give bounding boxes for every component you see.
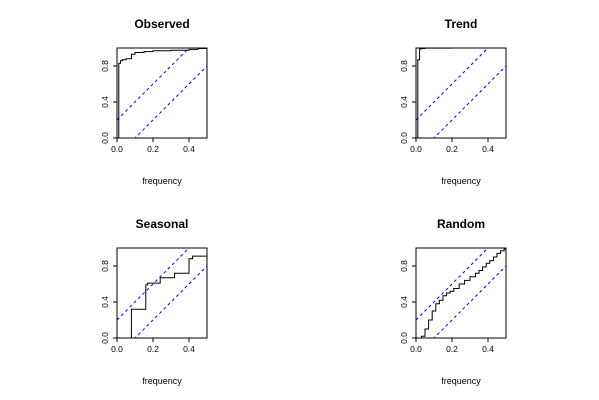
confidence-band-line xyxy=(416,48,489,121)
confidence-band-line xyxy=(117,248,190,321)
x-tick-label: 0.4 xyxy=(482,344,494,354)
panel-observed: Observed frequency 0.0 0.2 0.4 0.0 0.4 0.8 xyxy=(100,17,208,186)
x-tick-label: 0.4 xyxy=(183,144,195,154)
x-tick-label: 0.2 xyxy=(446,344,458,354)
x-axis-label: frequency xyxy=(142,176,182,186)
cumulative-periodogram-line xyxy=(117,255,207,338)
cumulative-periodogram-line xyxy=(416,248,506,338)
cumulative-periodogram-line xyxy=(416,48,506,138)
x-tick-label: 0.0 xyxy=(111,144,123,154)
panel-random: Random frequency 0.0 0.2 0.4 0.0 0.4 0.8 xyxy=(399,217,507,386)
x-axis-label: frequency xyxy=(142,376,182,386)
y-tick-label: 0.8 xyxy=(399,60,409,72)
y-tick-label: 0.0 xyxy=(399,132,409,144)
cumulative-periodogram-line xyxy=(117,48,207,138)
confidence-band-line xyxy=(433,265,506,338)
x-tick-label: 0.0 xyxy=(410,144,422,154)
x-tick-label: 0.0 xyxy=(111,344,123,354)
y-tick-label: 0.4 xyxy=(399,296,409,308)
y-tick-label: 0.8 xyxy=(100,260,110,272)
y-tick-label: 0.0 xyxy=(100,332,110,344)
x-tick-label: 0.2 xyxy=(147,344,159,354)
y-tick-label: 0.4 xyxy=(100,296,110,308)
plot-frame xyxy=(116,247,208,339)
y-tick-label: 0.8 xyxy=(100,60,110,72)
confidence-band-line xyxy=(134,65,207,138)
y-tick-label: 0.0 xyxy=(399,332,409,344)
x-axis-label: frequency xyxy=(441,176,481,186)
x-tick-label: 0.0 xyxy=(410,344,422,354)
panel-trend: Trend frequency 0.0 0.2 0.4 0.0 0.4 0.8 xyxy=(399,17,507,186)
panel-title: Random xyxy=(437,217,485,231)
y-tick-label: 0.4 xyxy=(100,96,110,108)
confidence-band-line xyxy=(433,65,506,138)
plot-frame xyxy=(415,247,507,339)
confidence-band-line xyxy=(416,248,489,321)
confidence-band-line xyxy=(117,48,190,121)
x-axis-label: frequency xyxy=(441,376,481,386)
panel-seasonal: Seasonal frequency 0.0 0.2 0.4 0.0 0.4 0.8 xyxy=(100,217,208,386)
confidence-band-line xyxy=(134,265,207,338)
y-tick-label: 0.8 xyxy=(399,260,409,272)
x-tick-label: 0.4 xyxy=(183,344,195,354)
x-tick-label: 0.2 xyxy=(446,144,458,154)
plot-frame xyxy=(116,47,208,139)
x-tick-label: 0.4 xyxy=(482,144,494,154)
x-tick-label: 0.2 xyxy=(147,144,159,154)
panel-title: Observed xyxy=(134,17,189,31)
y-tick-label: 0.0 xyxy=(100,132,110,144)
y-tick-label: 0.4 xyxy=(399,96,409,108)
plot-frame xyxy=(415,47,507,139)
panel-title: Trend xyxy=(445,17,478,31)
panel-title: Seasonal xyxy=(136,217,189,231)
